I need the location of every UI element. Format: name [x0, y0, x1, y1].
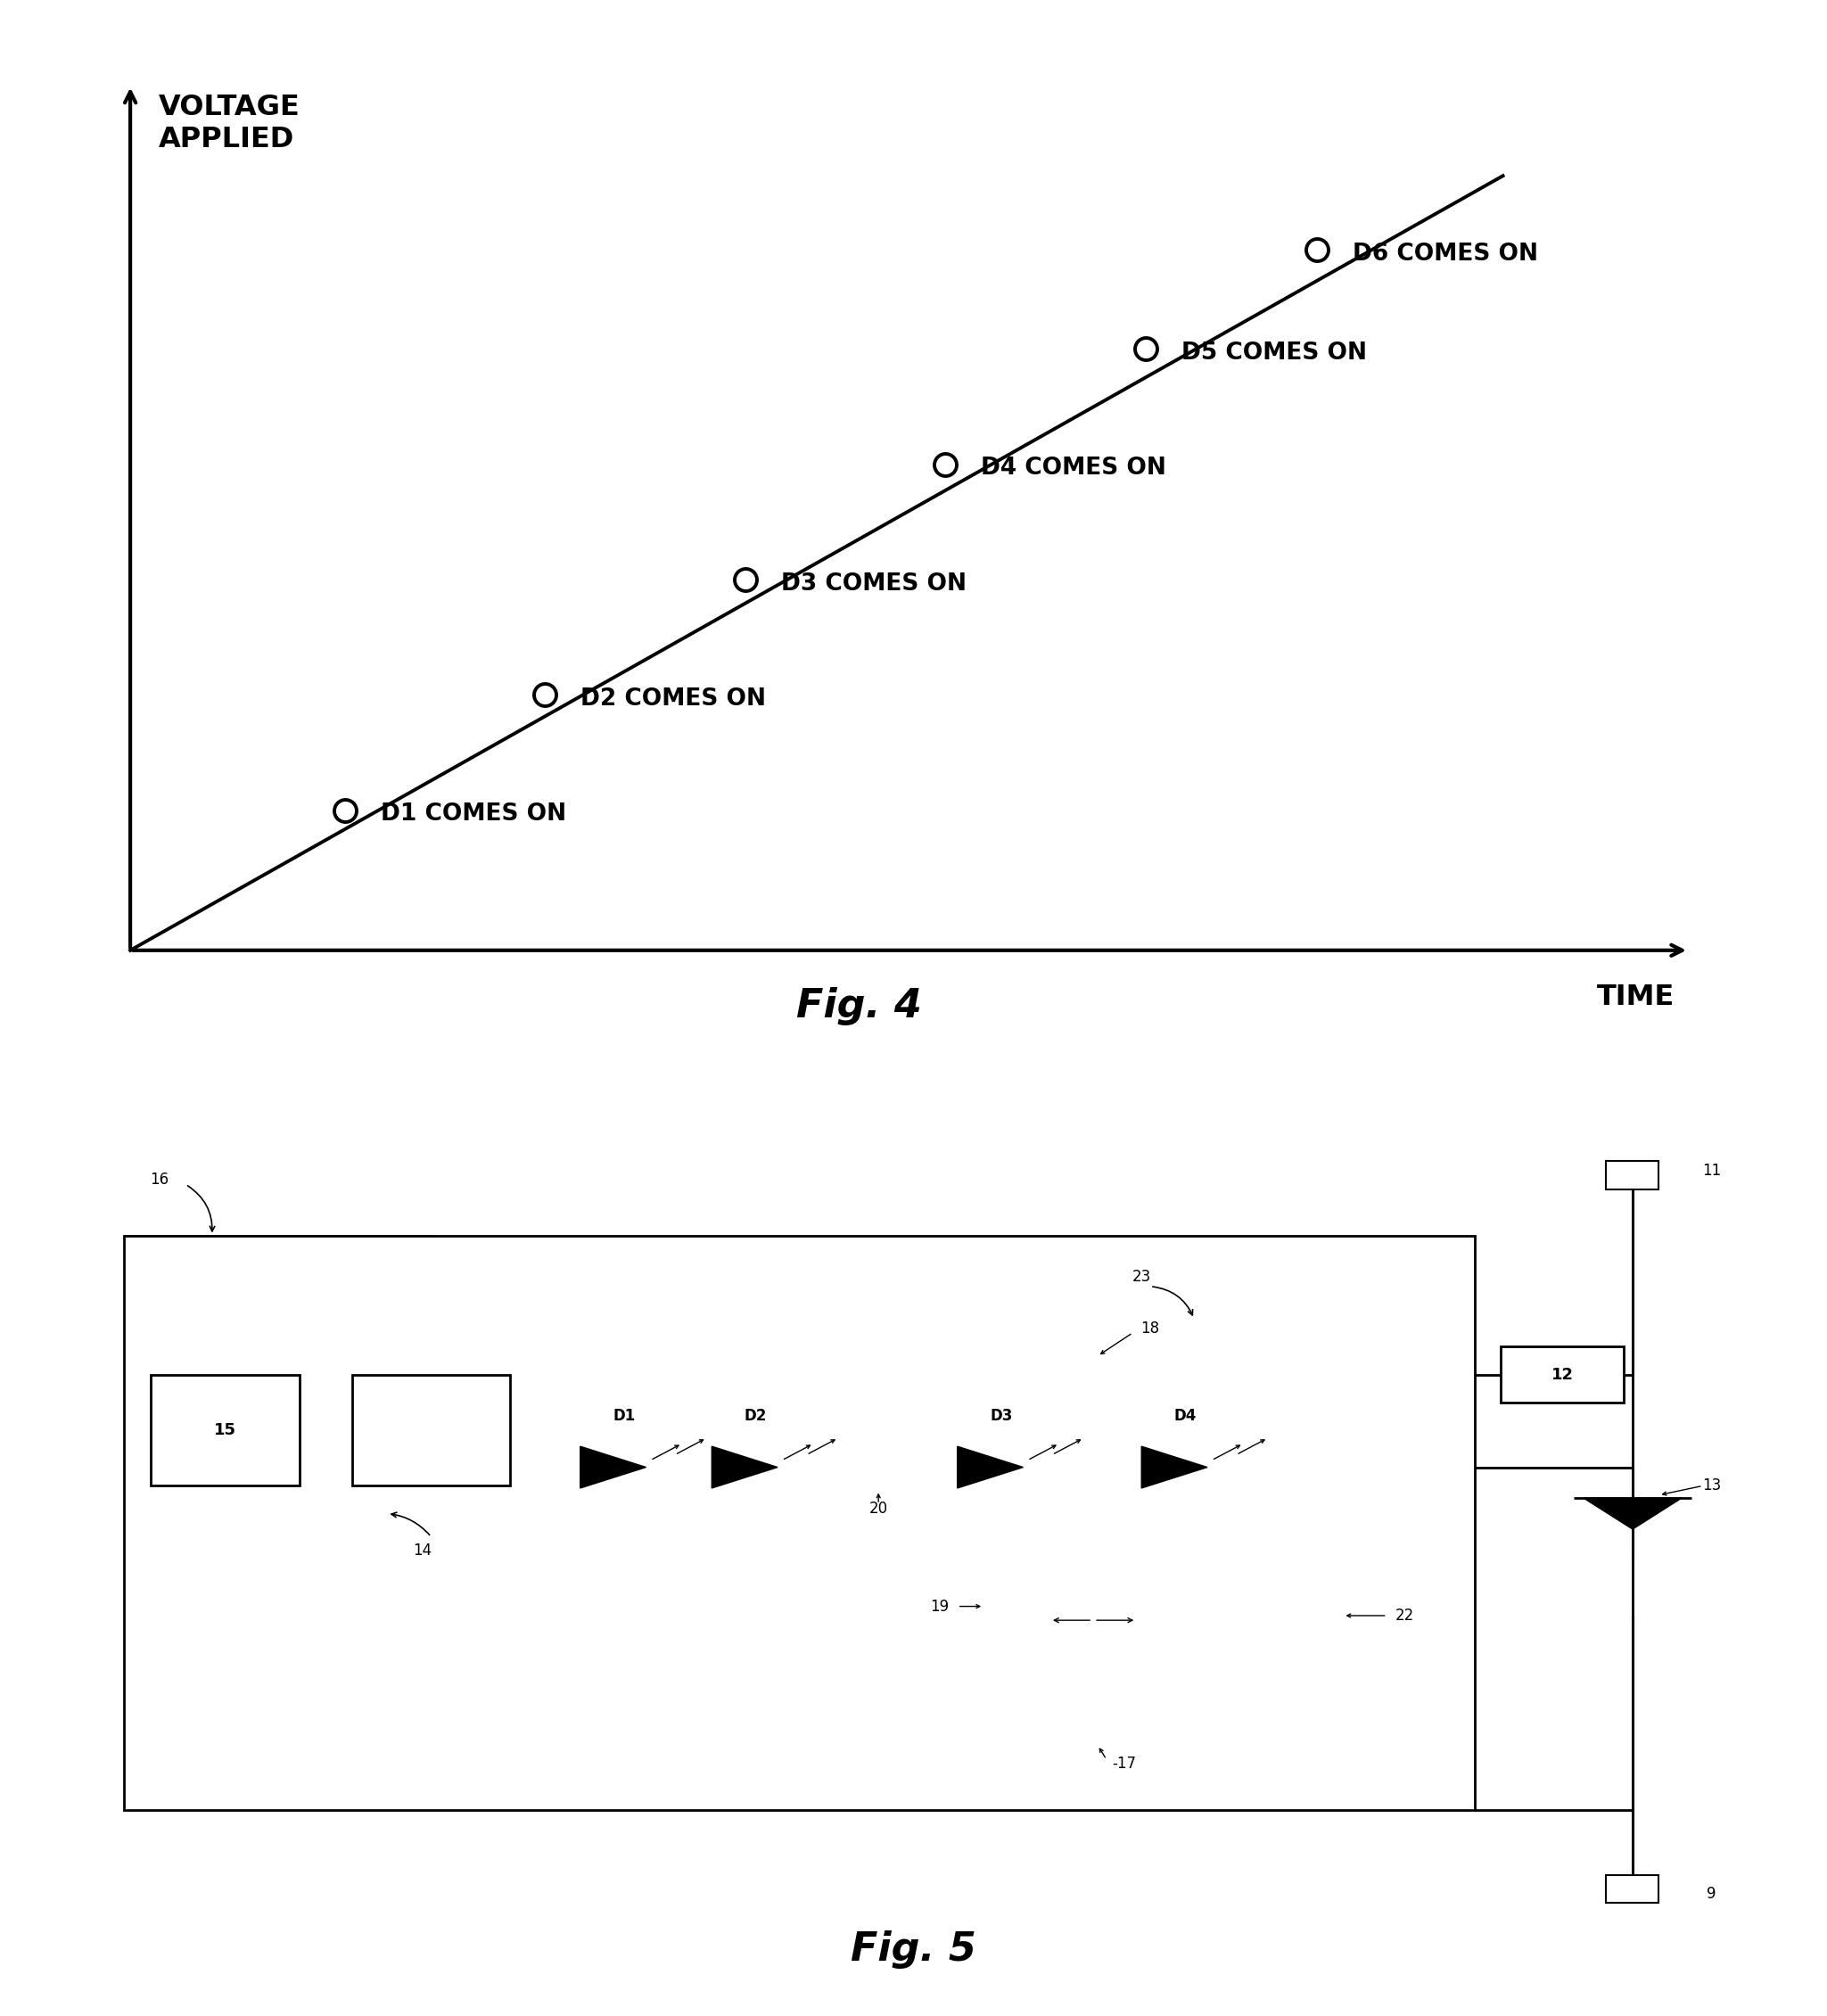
Text: 23: 23 — [1133, 1270, 1151, 1284]
Polygon shape — [1584, 1498, 1681, 1530]
Text: 20: 20 — [870, 1502, 888, 1516]
Text: -17: -17 — [1113, 1756, 1136, 1772]
Bar — [1606, 1875, 1659, 1903]
Text: 12: 12 — [1551, 1367, 1573, 1383]
Text: Fig. 5: Fig. 5 — [851, 1929, 976, 1970]
Bar — [1502, 1347, 1624, 1403]
Polygon shape — [1142, 1445, 1208, 1488]
Text: 15: 15 — [214, 1421, 236, 1437]
Text: 14: 14 — [413, 1542, 431, 1558]
Bar — [150, 1375, 300, 1486]
Polygon shape — [581, 1445, 647, 1488]
Text: D3: D3 — [990, 1409, 1012, 1423]
Bar — [124, 1236, 1474, 1810]
Text: 19: 19 — [930, 1599, 950, 1615]
Text: 11: 11 — [1703, 1163, 1721, 1179]
Polygon shape — [713, 1445, 778, 1488]
Text: Fig. 4: Fig. 4 — [797, 988, 923, 1026]
Text: 13: 13 — [1703, 1478, 1721, 1494]
Text: D1 COMES ON: D1 COMES ON — [380, 802, 566, 827]
Text: D1: D1 — [612, 1409, 636, 1423]
Text: D6 COMES ON: D6 COMES ON — [1352, 242, 1538, 266]
Text: TIME: TIME — [1597, 984, 1675, 1010]
Bar — [1606, 1161, 1659, 1189]
Text: 16: 16 — [150, 1171, 168, 1187]
Polygon shape — [957, 1445, 1023, 1488]
Text: D3 COMES ON: D3 COMES ON — [780, 573, 966, 595]
Text: 18: 18 — [1140, 1320, 1160, 1337]
Text: 9: 9 — [1706, 1885, 1716, 1901]
Text: D2: D2 — [744, 1409, 767, 1423]
Text: 22: 22 — [1396, 1607, 1414, 1623]
Text: D2 COMES ON: D2 COMES ON — [581, 687, 766, 710]
Text: VOLTAGE
APPLIED: VOLTAGE APPLIED — [159, 93, 300, 153]
Text: D4: D4 — [1175, 1409, 1197, 1423]
Text: D5 COMES ON: D5 COMES ON — [1182, 341, 1367, 365]
Bar — [353, 1375, 510, 1486]
Text: D4 COMES ON: D4 COMES ON — [981, 458, 1166, 480]
